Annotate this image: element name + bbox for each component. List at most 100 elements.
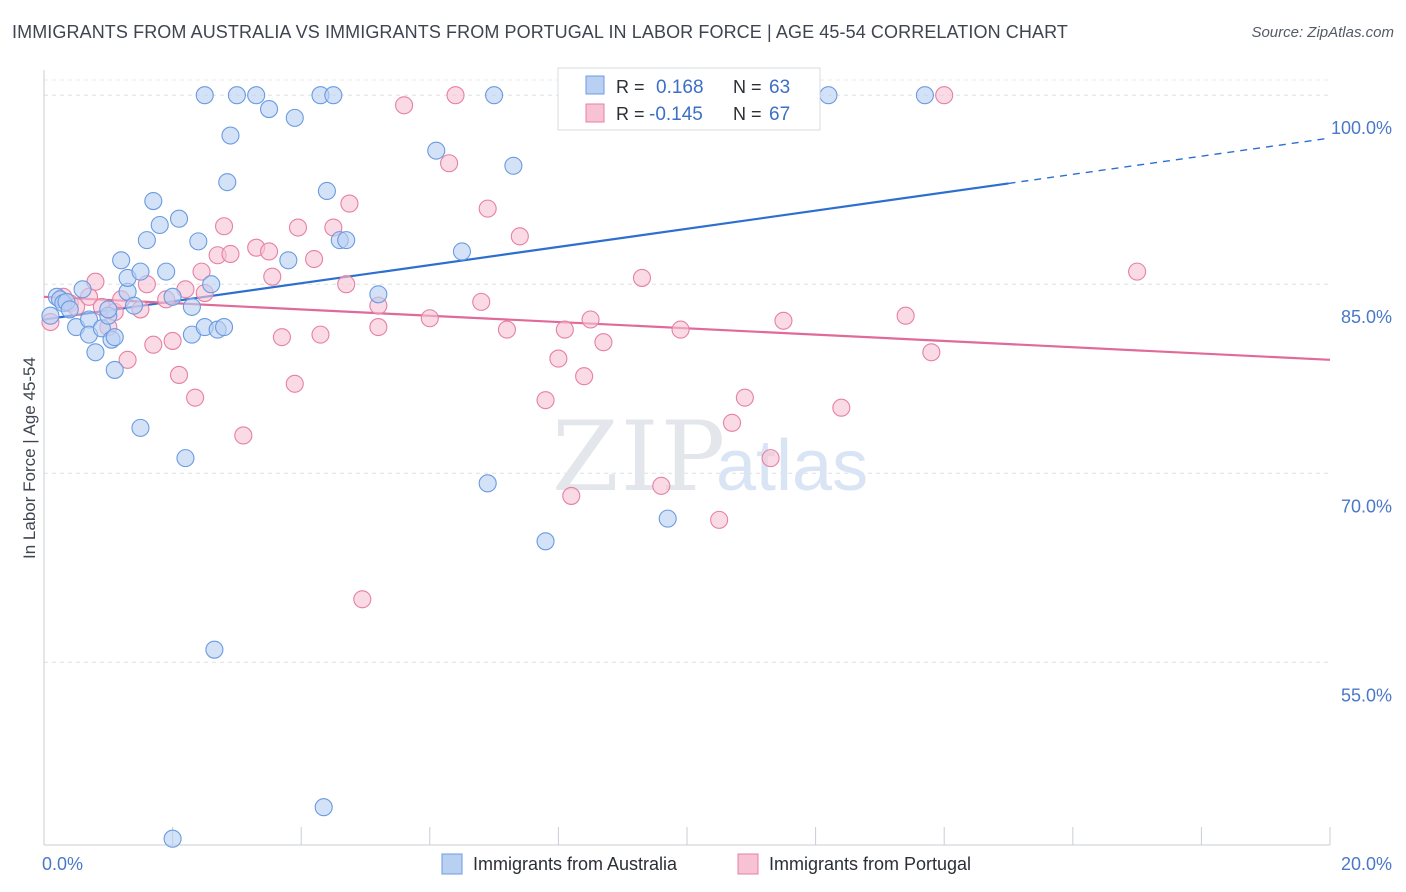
watermark-atlas: atlas <box>716 426 868 506</box>
point-australia-27 <box>163 287 182 306</box>
point-portugal-37 <box>369 318 388 337</box>
point-portugal-46 <box>510 227 529 246</box>
point-australia-54 <box>427 141 446 160</box>
series-portugal-points <box>41 86 1147 609</box>
point-portugal-53 <box>594 333 613 352</box>
point-australia-31 <box>182 297 201 316</box>
legend-n-value-australia: 63 <box>769 77 790 98</box>
point-portugal-43 <box>472 292 491 311</box>
point-australia-55 <box>452 242 472 261</box>
point-australia-49 <box>317 181 336 201</box>
point-portugal-45 <box>497 320 517 339</box>
bottom-legend: Immigrants from Australia Immigrants fro… <box>441 853 971 875</box>
point-portugal-44 <box>478 199 497 218</box>
y-tick-label-2: 70.0% <box>1341 496 1392 516</box>
point-australia-35 <box>195 86 214 105</box>
y-tick-label-0: 100.0% <box>1331 118 1392 138</box>
point-australia-10 <box>86 343 105 362</box>
point-portugal-57 <box>710 510 729 529</box>
point-australia-57 <box>485 86 504 105</box>
point-australia-50 <box>324 86 343 105</box>
point-portugal-60 <box>761 449 780 468</box>
point-australia-26 <box>157 262 176 281</box>
point-australia-25 <box>150 215 169 235</box>
point-portugal-16 <box>169 365 189 385</box>
point-australia-20 <box>124 296 144 315</box>
point-australia-37 <box>205 640 224 659</box>
point-portugal-40 <box>420 309 439 328</box>
point-portugal-31 <box>305 249 324 269</box>
axes <box>43 70 1331 846</box>
point-australia-16 <box>105 360 124 379</box>
legend-swatch-australia <box>585 75 605 95</box>
point-portugal-58 <box>722 413 742 432</box>
y-axis-title: In Labor Force | Age 45-54 <box>20 357 39 559</box>
point-australia-33 <box>189 232 208 251</box>
point-portugal-63 <box>896 306 915 325</box>
point-portugal-26 <box>259 242 279 261</box>
point-australia-5 <box>60 300 79 319</box>
point-australia-29 <box>169 209 189 228</box>
point-portugal-29 <box>285 374 304 393</box>
point-australia-24 <box>144 192 163 211</box>
point-portugal-15 <box>163 331 182 350</box>
point-portugal-30 <box>288 218 308 237</box>
point-australia-46 <box>285 108 304 127</box>
trend-line-extension-australia <box>1008 137 1331 185</box>
x-tick-label-1: 20.0% <box>1341 854 1392 874</box>
legend-box: R = 0.168 N = 63 R = -0.145 N = 67 <box>557 67 821 131</box>
point-australia-61 <box>819 86 838 105</box>
y-tick-label-3: 55.0% <box>1341 685 1392 705</box>
watermark-zip: ZIP <box>552 401 727 513</box>
point-portugal-18 <box>186 388 205 407</box>
legend-swatch-portugal <box>585 103 605 123</box>
point-australia-59 <box>536 532 555 551</box>
point-portugal-36 <box>353 590 372 609</box>
point-portugal-50 <box>562 486 581 505</box>
point-portugal-66 <box>1128 262 1147 281</box>
point-portugal-19 <box>192 262 211 281</box>
point-australia-21 <box>131 262 150 281</box>
point-portugal-32 <box>311 325 330 344</box>
point-australia-0 <box>41 306 60 325</box>
point-portugal-35 <box>340 194 359 213</box>
point-australia-28 <box>163 829 182 848</box>
point-portugal-51 <box>575 367 594 386</box>
point-australia-58 <box>504 156 523 175</box>
y-tick-labels: 100.0% 85.0% 70.0% 55.0% <box>1331 118 1392 705</box>
point-australia-56 <box>478 474 497 493</box>
point-portugal-49 <box>555 320 574 339</box>
point-portugal-28 <box>272 328 291 347</box>
point-australia-36 <box>202 275 221 294</box>
point-australia-62 <box>915 86 934 105</box>
point-portugal-52 <box>581 310 600 329</box>
legend-n-value-portugal: 67 <box>769 104 790 125</box>
point-portugal-65 <box>935 86 954 105</box>
chart-title: IMMIGRANTS FROM AUSTRALIA VS IMMIGRANTS … <box>12 22 1068 42</box>
point-australia-60 <box>658 509 677 528</box>
point-portugal-61 <box>774 311 793 330</box>
x-tick-label-0: 0.0% <box>42 854 83 874</box>
point-portugal-10 <box>118 350 137 369</box>
point-portugal-34 <box>337 275 356 294</box>
legend-r-label-australia: R = <box>616 77 645 97</box>
bottom-legend-swatch-australia <box>441 853 463 875</box>
point-australia-44 <box>259 100 279 119</box>
point-australia-45 <box>279 251 298 270</box>
bottom-legend-portugal: Immigrants from Portugal <box>769 854 971 874</box>
point-portugal-64 <box>922 343 941 362</box>
point-australia-15 <box>105 328 124 347</box>
point-portugal-55 <box>652 476 671 495</box>
point-portugal-47 <box>536 391 555 410</box>
point-australia-22 <box>131 418 150 437</box>
point-portugal-48 <box>549 349 568 368</box>
x-tick-labels: 0.0% 20.0% <box>42 854 1392 874</box>
legend-r-value-portugal: -0.145 <box>649 104 703 125</box>
legend-r-label-portugal: R = <box>616 104 645 124</box>
legend-r-value-australia: 0.168 <box>656 77 704 98</box>
bottom-legend-australia: Immigrants from Australia <box>473 854 678 874</box>
point-portugal-13 <box>144 335 163 354</box>
point-australia-40 <box>218 173 237 192</box>
source-label: Source: ZipAtlas.com <box>1251 24 1394 41</box>
